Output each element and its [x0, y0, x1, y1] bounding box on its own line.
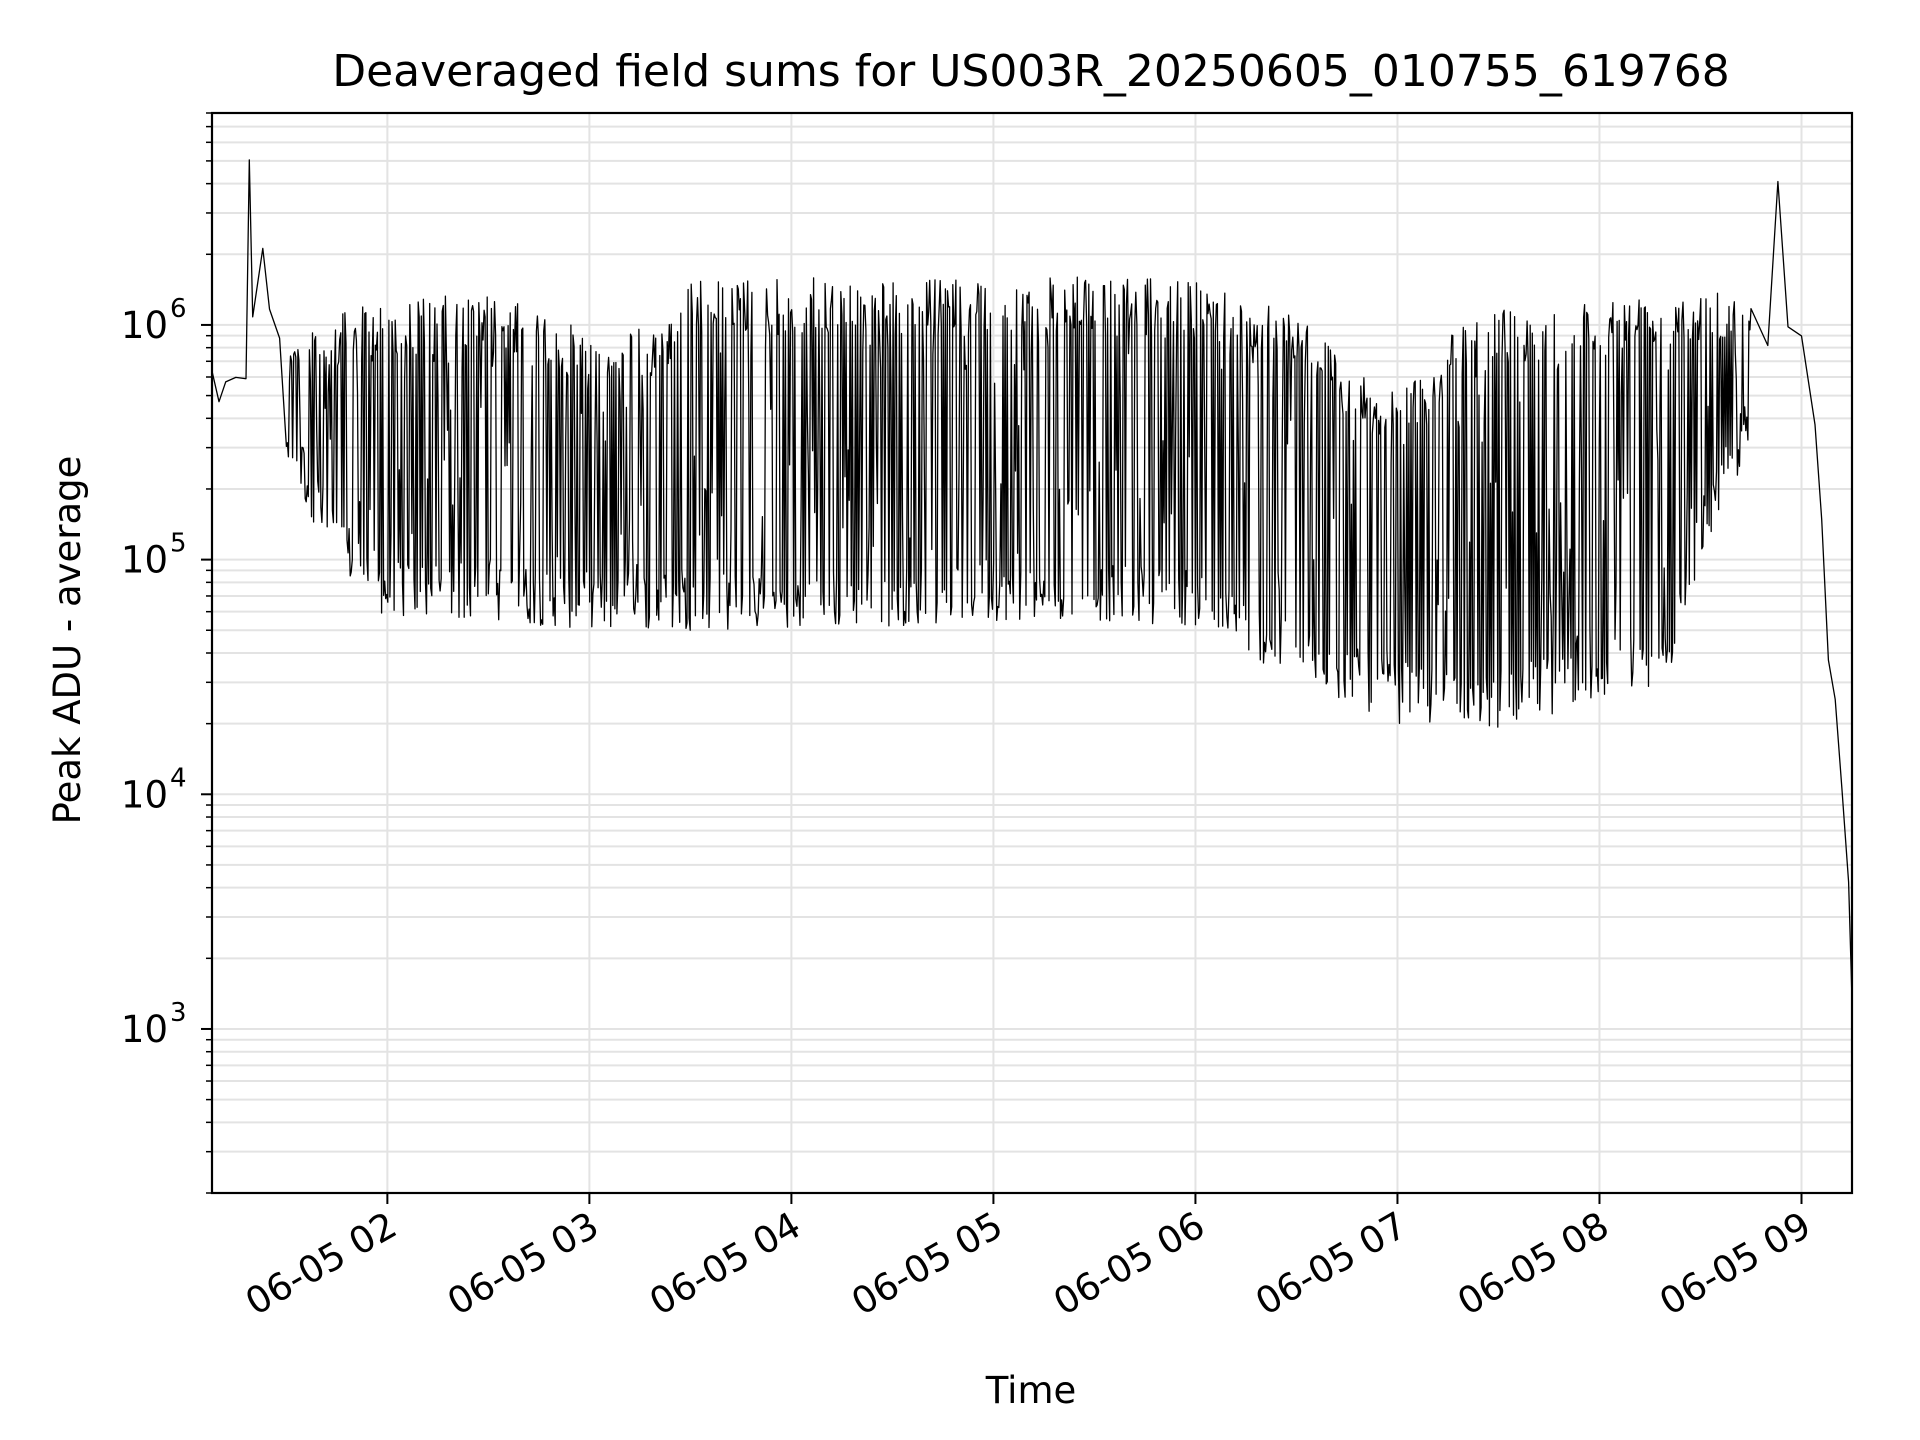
tick-layer: 06-05 02 06-05 03 06-05 04 06-05 05 06-05 06… — [121, 112, 1818, 1324]
series-line — [211, 159, 1853, 1001]
y-tick-base: 10 — [121, 304, 168, 347]
y-axis-label: Peak ADU - average — [46, 456, 89, 825]
y-tick-exponent: 4 — [170, 763, 187, 793]
y-tick-label: 10 4 — [121, 763, 187, 816]
y-tick-exponent: 5 — [170, 529, 187, 559]
data-layer — [211, 159, 1853, 1001]
x-tick-label: 06-05 04 — [642, 1204, 808, 1324]
x-axis-label: Time — [985, 1369, 1077, 1412]
y-tick-label: 10 6 — [121, 294, 187, 347]
chart-title: Deaveraged field sums for US003R_2025060… — [332, 46, 1730, 97]
x-tick-label: 06-05 09 — [1652, 1204, 1818, 1324]
x-tick-label: 06-05 02 — [238, 1204, 404, 1324]
y-tick-base: 10 — [121, 773, 168, 816]
y-tick-base: 10 — [121, 1008, 168, 1051]
x-tick-label: 06-05 05 — [844, 1204, 1010, 1324]
x-tick-label: 06-05 03 — [440, 1204, 606, 1324]
y-tick-label: 10 5 — [121, 529, 187, 582]
x-tick-label: 06-05 07 — [1248, 1204, 1414, 1324]
x-tick-label: 06-05 06 — [1046, 1204, 1212, 1324]
y-tick-exponent: 6 — [170, 294, 187, 324]
y-tick-exponent: 3 — [170, 998, 187, 1028]
y-tick-base: 10 — [121, 539, 168, 582]
y-tick-label: 10 3 — [121, 998, 187, 1051]
grid-layer — [212, 112, 1852, 1194]
x-tick-label: 06-05 08 — [1450, 1204, 1616, 1324]
